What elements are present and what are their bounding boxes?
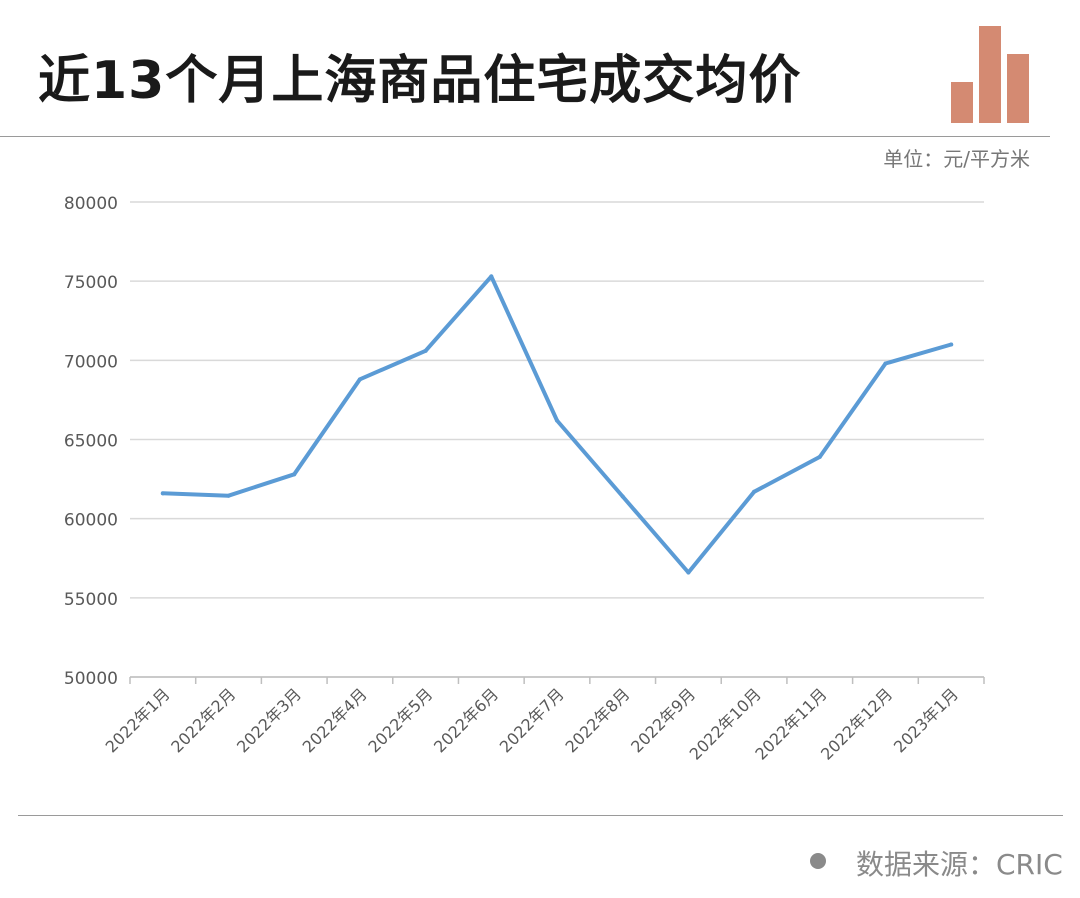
- x-tick-label: 2022年5月: [364, 684, 436, 756]
- x-tick-label: 2022年9月: [627, 684, 699, 756]
- data-point: [883, 361, 888, 366]
- x-tick-label: 2022年1月: [102, 684, 174, 756]
- footer-divider: [18, 815, 1063, 816]
- x-axis: [129, 676, 985, 684]
- header-divider: [0, 136, 1050, 137]
- series-line-0: [160, 274, 954, 575]
- logo-bar-right: [1007, 54, 1029, 123]
- x-tick-label: 2022年8月: [561, 684, 633, 756]
- x-tick-label: 2022年2月: [167, 684, 239, 756]
- y-tick-label: 60000: [64, 511, 118, 531]
- page-title: 近13个月上海商品住宅成交均价: [38, 51, 802, 111]
- logo-bar-middle: [979, 26, 1001, 123]
- y-tick-label: 80000: [64, 194, 118, 214]
- data-point: [686, 570, 691, 575]
- y-tick-label: 50000: [64, 669, 118, 689]
- y-tick-label: 65000: [64, 432, 118, 452]
- data-point: [949, 342, 954, 347]
- x-tick-label: 2022年6月: [430, 684, 502, 756]
- line-chart: 50000 55000 60000 65000 70000 75000 80000 2022…: [64, 194, 985, 764]
- x-tick-label: 2022年4月: [299, 684, 371, 756]
- data-point: [752, 489, 757, 494]
- logo-bar-left: [951, 82, 973, 123]
- data-point: [226, 493, 231, 498]
- data-point: [489, 274, 494, 279]
- source-bullet-icon: [810, 853, 826, 869]
- x-tick-label: 2023年1月: [890, 684, 962, 756]
- y-tick-label: 70000: [64, 352, 118, 372]
- data-point: [160, 491, 165, 496]
- data-source-label: 数据来源：CRIC: [856, 848, 1063, 881]
- data-point: [555, 418, 559, 423]
- data-point: [423, 348, 428, 353]
- unit-label: 单位：元/平方米: [883, 147, 1030, 171]
- x-axis-tick-labels: 2022年1月2022年2月2022年3月2022年4月2022年5月2022年…: [102, 684, 962, 763]
- chart-series: [160, 274, 954, 575]
- data-point: [620, 494, 625, 499]
- x-tick-label: 2022年3月: [233, 684, 305, 756]
- y-axis-tick-labels: 50000 55000 60000 65000 70000 75000 80000: [64, 194, 118, 689]
- x-tick-label: 2022年7月: [496, 684, 568, 756]
- data-point: [817, 454, 822, 459]
- chart-gridlines: [130, 201, 984, 678]
- bar-chart-icon: [951, 26, 1029, 123]
- data-point: [292, 472, 297, 477]
- y-tick-label: 75000: [64, 273, 118, 293]
- y-tick-label: 55000: [64, 590, 118, 610]
- data-point: [357, 377, 362, 382]
